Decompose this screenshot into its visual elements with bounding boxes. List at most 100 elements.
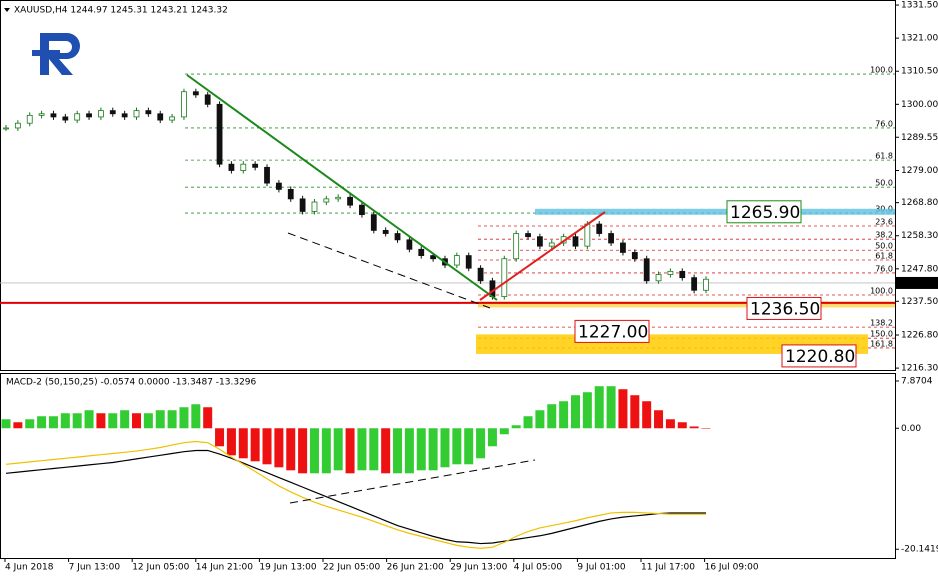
candle-body — [406, 239, 413, 250]
histogram-bar — [665, 419, 675, 429]
histogram-bar — [309, 428, 319, 474]
candle-body — [98, 110, 104, 118]
histogram-bar — [321, 428, 331, 474]
histogram-bar — [381, 428, 391, 474]
fib-label: 161.8 — [870, 339, 893, 348]
candle-body — [347, 196, 353, 206]
histogram-bar — [606, 386, 616, 429]
histogram-bar — [84, 410, 94, 429]
histogram-bar — [618, 389, 628, 429]
histogram-bar — [143, 413, 153, 429]
candle-body — [418, 248, 425, 256]
histogram-bar — [452, 428, 462, 465]
menu-arrow — [4, 8, 10, 12]
candle-body — [655, 274, 662, 282]
histogram-bar — [404, 428, 414, 474]
candle-body — [596, 223, 603, 234]
fib-label: 76.0 — [875, 119, 893, 128]
candle-body — [691, 277, 698, 291]
candle-body — [359, 204, 365, 216]
histogram-bar — [191, 404, 201, 429]
fib-label: 100.0 — [870, 66, 893, 75]
candle-body — [14, 122, 21, 129]
candle-body — [86, 113, 92, 118]
zone-band — [476, 334, 868, 354]
y-tick-label: 1310.50 — [901, 67, 938, 77]
histogram-bar — [428, 428, 438, 471]
candle-body — [3, 127, 9, 130]
candle-body — [109, 110, 116, 115]
histogram-bar — [440, 428, 450, 468]
chart-title: XAUUSD,H4 1244.97 1245.31 1243.21 1243.3… — [14, 6, 228, 16]
candle-body — [667, 270, 674, 275]
histogram-bar — [357, 428, 367, 471]
fib-label: 38.2 — [875, 231, 893, 240]
histogram-bar — [120, 410, 130, 429]
candle-body — [501, 258, 508, 297]
fib-label: 61.8 — [875, 152, 893, 161]
histogram-bar — [416, 428, 426, 471]
y-tick-label: 1216.30 — [901, 364, 938, 374]
zone-label-box — [726, 200, 802, 224]
candle-body — [465, 255, 472, 269]
x-tick-label: 9 Jul 01:00 — [577, 563, 626, 573]
candle-body — [145, 110, 152, 115]
histogram-bar — [511, 425, 521, 429]
y-tick-label: 1268.80 — [901, 198, 938, 208]
histogram-bar — [523, 416, 533, 429]
candle-body — [169, 116, 176, 121]
candle-body — [477, 267, 484, 282]
candle-body — [453, 255, 460, 266]
candle-body — [572, 236, 579, 247]
histogram-bar — [559, 401, 569, 429]
candle-body — [287, 189, 294, 200]
trend-line — [186, 74, 498, 301]
candle-body — [192, 91, 199, 96]
histogram-bar — [570, 395, 580, 429]
y-tick-label: 1237.50 — [901, 297, 938, 307]
x-tick-label: 22 Jun 05:00 — [323, 563, 380, 573]
macd-layer: 7.8704 0.00 -20.1419 — [1, 376, 938, 555]
candle-body — [631, 252, 638, 260]
histogram-bar — [333, 428, 343, 471]
y-tick-label: 1279.00 — [901, 166, 938, 176]
candle-body — [26, 114, 33, 124]
fib-label: 50.0 — [875, 242, 893, 251]
price-panel — [0, 0, 896, 371]
histogram-bar — [642, 401, 652, 429]
candle-body — [299, 198, 306, 212]
histogram-bar — [689, 426, 699, 429]
zone-band — [535, 208, 895, 215]
histogram-bar — [594, 386, 604, 429]
candle-body — [216, 103, 223, 165]
histogram-bar — [547, 404, 557, 429]
indicator-title: MACD-2 (50,150,25) -0.0574 0.0000 -13.34… — [6, 378, 257, 388]
candle-body — [513, 233, 520, 260]
histogram-bar — [179, 407, 189, 429]
y-tick-label: -20.1419 — [901, 545, 938, 555]
histogram-bar — [630, 395, 640, 429]
y-tick-label: 1331.50 — [901, 1, 938, 11]
last-price-tag — [896, 276, 938, 289]
histogram-bar — [155, 410, 165, 429]
candle-body — [275, 182, 282, 190]
candle-body — [38, 113, 45, 116]
y-tick-label: 7.8704 — [901, 376, 933, 386]
candle-body — [525, 233, 531, 238]
histogram-bar — [60, 413, 70, 429]
histogram-bar — [250, 428, 260, 462]
fib-label: 61.8 — [875, 252, 893, 261]
candle-body — [121, 113, 128, 118]
histogram-bar — [476, 428, 486, 459]
histogram-bar — [48, 416, 58, 429]
candle-body — [430, 255, 437, 260]
x-tick-label: 12 Jun 05:00 — [132, 563, 189, 573]
x-tick-label: 29 Jun 13:00 — [450, 563, 507, 573]
histogram-bar — [13, 422, 23, 429]
candle-body — [335, 196, 342, 200]
candle-body — [394, 233, 401, 241]
candle-body — [181, 91, 187, 118]
zone-label: 1236.50 — [750, 299, 820, 319]
x-tick-label: 16 Jul 09:00 — [705, 563, 759, 573]
